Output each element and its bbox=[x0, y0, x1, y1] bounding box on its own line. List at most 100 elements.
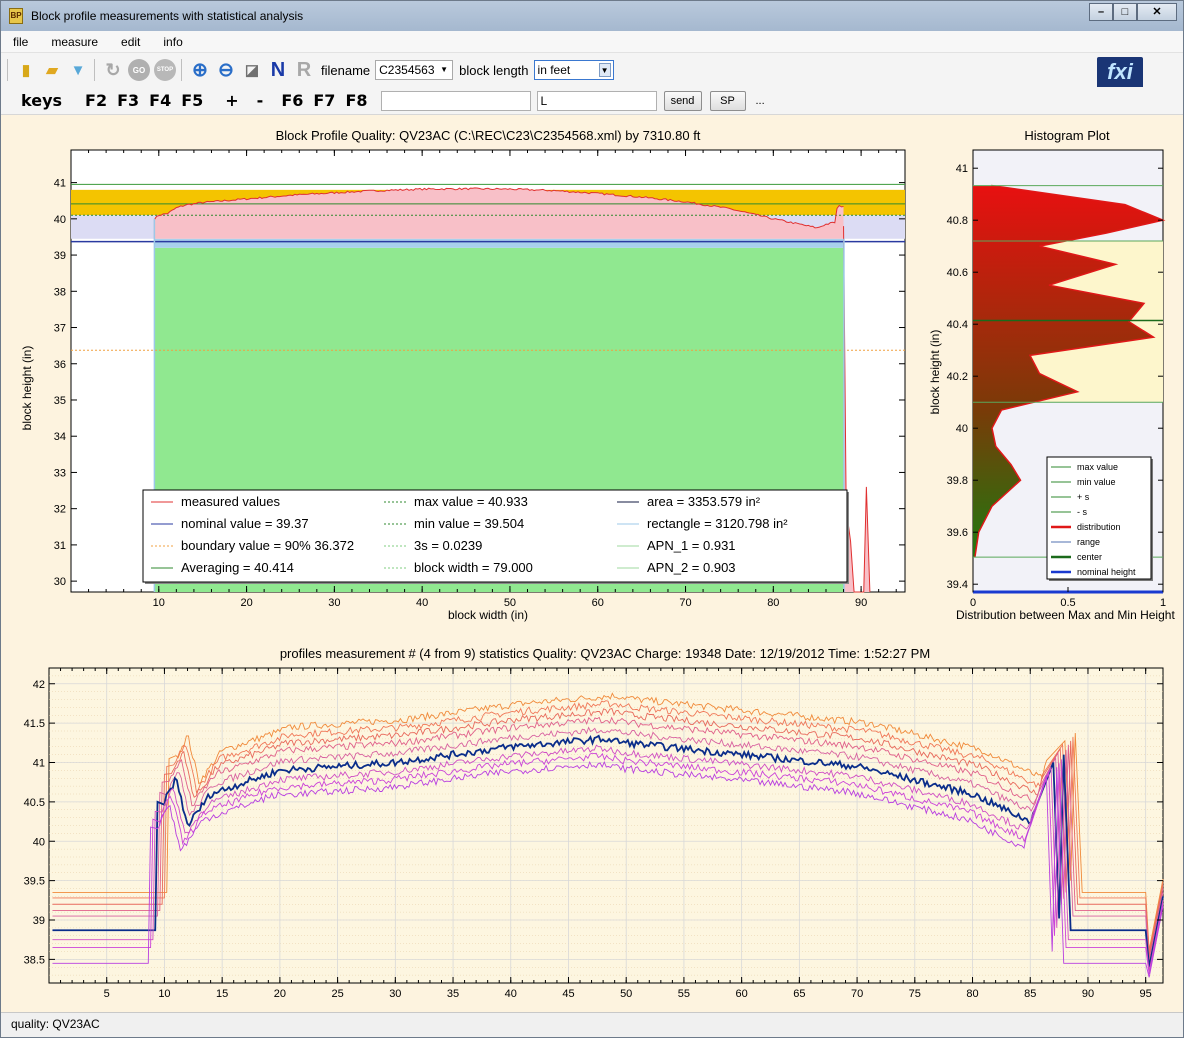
x-tick-label: 50 bbox=[504, 597, 516, 609]
histogram-panel: Histogram Plot block height (in) Distrib… bbox=[919, 117, 1181, 633]
command-input[interactable] bbox=[380, 90, 531, 111]
menu-edit[interactable]: edit bbox=[121, 34, 141, 49]
y-tick-label: 40 bbox=[54, 214, 66, 226]
profile-series-line bbox=[52, 734, 1164, 968]
x-tick-label: 80 bbox=[966, 988, 978, 1000]
chevron-down-icon[interactable]: ▼ bbox=[598, 63, 611, 77]
refresh-icon[interactable]: ↻ bbox=[105, 59, 121, 80]
x-tick-label: 40 bbox=[416, 597, 428, 609]
x-tick-label: 0.5 bbox=[1060, 597, 1075, 609]
y-tick-label: 35 bbox=[54, 395, 66, 407]
x-tick-label: 60 bbox=[592, 597, 604, 609]
send-button[interactable]: send bbox=[663, 90, 702, 111]
y-tick-label: 40 bbox=[956, 423, 968, 435]
legend-entry: rectangle = 3120.798 in² bbox=[647, 516, 788, 531]
key-f6-button[interactable]: F6 bbox=[281, 91, 304, 110]
menu-info[interactable]: info bbox=[163, 34, 183, 49]
key-input[interactable]: L bbox=[536, 90, 657, 111]
y-tick-label: 41 bbox=[33, 758, 45, 770]
close-button[interactable]: ✕ bbox=[1137, 3, 1177, 21]
nominal-strip bbox=[154, 238, 844, 248]
key-f5-button[interactable]: F5 bbox=[181, 91, 204, 110]
title-bar: BP Block profile measurements with stati… bbox=[1, 1, 1183, 31]
x-tick-label: 10 bbox=[153, 597, 165, 609]
key-f8-button[interactable]: F8 bbox=[345, 91, 368, 110]
y-tick-label: 31 bbox=[54, 540, 66, 552]
x-tick-label: 0 bbox=[970, 597, 976, 609]
y-tick-label: 34 bbox=[54, 431, 66, 443]
y-tick-label: 36 bbox=[54, 359, 66, 371]
x-tick-label: 50 bbox=[620, 988, 632, 1000]
x-tick-label: 45 bbox=[562, 988, 574, 1000]
legend-entry: 3s = 0.0239 bbox=[414, 538, 482, 553]
profile-series-line bbox=[52, 716, 1164, 960]
filter-icon[interactable]: ▼ bbox=[70, 61, 86, 79]
profile-series-line bbox=[52, 760, 1164, 978]
legend-entry: range bbox=[1077, 537, 1100, 547]
profile-y-axis-label: block height (in) bbox=[20, 346, 34, 431]
x-tick-label: 55 bbox=[678, 988, 690, 1000]
y-tick-label: 39.6 bbox=[947, 527, 968, 539]
x-tick-label: 70 bbox=[679, 597, 691, 609]
x-tick-label: 95 bbox=[1140, 988, 1152, 1000]
filename-select[interactable]: C2354563 ▼ bbox=[375, 60, 454, 80]
minimize-button[interactable]: – bbox=[1089, 3, 1113, 21]
legend-entry: Averaging = 40.414 bbox=[181, 560, 294, 575]
legend-entry: APN_2 = 0.903 bbox=[647, 560, 736, 575]
key-minus-button[interactable]: - bbox=[256, 91, 264, 110]
r-icon[interactable]: R bbox=[296, 58, 312, 81]
legend-entry: nominal value = 39.37 bbox=[181, 516, 309, 531]
y-tick-label: 39 bbox=[33, 915, 45, 927]
legend-entry: center bbox=[1077, 552, 1102, 562]
profile-x-axis-label: block width (in) bbox=[448, 608, 528, 622]
block-length-label: block length bbox=[459, 62, 529, 78]
y-tick-label: 39.4 bbox=[947, 579, 968, 591]
legend-entry: + s bbox=[1077, 492, 1090, 502]
statistics-title: profiles measurement # (4 from 9) statis… bbox=[280, 646, 930, 661]
filename-label: filename bbox=[321, 62, 371, 78]
y-tick-label: 33 bbox=[54, 467, 66, 479]
maximize-button[interactable]: □ bbox=[1113, 3, 1137, 21]
stop-icon[interactable]: STOP bbox=[154, 59, 176, 81]
histogram-title: Histogram Plot bbox=[1024, 128, 1110, 143]
y-tick-label: 37 bbox=[54, 323, 66, 335]
status-bar: quality: QV23AC bbox=[1, 1012, 1183, 1037]
profile-chart-title: Block Profile Quality: QV23AC (C:\REC\C2… bbox=[276, 128, 701, 143]
key-f7-button[interactable]: F7 bbox=[313, 91, 336, 110]
legend-entry: block width = 79.000 bbox=[414, 560, 533, 575]
legend-entry: - s bbox=[1077, 507, 1087, 517]
profile-series-line bbox=[52, 700, 1164, 954]
sp-button[interactable]: SP bbox=[709, 90, 746, 111]
key-f3-button[interactable]: F3 bbox=[117, 91, 140, 110]
zoom-in-icon[interactable]: ⊕ bbox=[192, 59, 208, 81]
block-length-select[interactable]: in feet ▼ bbox=[533, 60, 614, 80]
key-f4-button[interactable]: F4 bbox=[149, 91, 172, 110]
keys-bar: keys F2 F3 F4 F5 + - F6 F7 F8 L send SP … bbox=[1, 87, 1183, 115]
profile-series-line bbox=[52, 752, 1164, 975]
n-icon[interactable]: N bbox=[270, 58, 286, 81]
block-length-value: in feet bbox=[537, 63, 571, 77]
eraser-icon[interactable]: ◪ bbox=[244, 62, 260, 79]
x-tick-label: 1 bbox=[1160, 597, 1166, 609]
profile-area bbox=[154, 187, 844, 239]
statistics-chart: profiles measurement # (4 from 9) statis… bbox=[24, 646, 1164, 1000]
x-tick-label: 40 bbox=[505, 988, 517, 1000]
menu-file[interactable]: file bbox=[13, 34, 29, 49]
legend-entry: area = 3353.579 in² bbox=[647, 494, 761, 509]
key-plus-button[interactable]: + bbox=[225, 91, 239, 110]
profile-chart-panel: Block Profile Quality: QV23AC (C:\REC\C2… bbox=[9, 117, 915, 633]
go-icon[interactable]: GO bbox=[128, 59, 150, 81]
y-tick-label: 40.4 bbox=[947, 319, 968, 331]
window-title: Block profile measurements with statisti… bbox=[31, 9, 304, 23]
key-f2-button[interactable]: F2 bbox=[85, 91, 108, 110]
filename-value: C2354563 bbox=[379, 63, 435, 77]
folder-icon[interactable]: ▮ bbox=[21, 62, 31, 79]
x-tick-label: 30 bbox=[389, 988, 401, 1000]
menu-measure[interactable]: measure bbox=[51, 34, 99, 49]
zoom-out-icon[interactable]: ⊖ bbox=[218, 59, 234, 81]
chevron-down-icon[interactable]: ▼ bbox=[440, 65, 449, 74]
open-folder-icon[interactable]: ▰ bbox=[46, 62, 58, 79]
legend-box bbox=[1046, 456, 1152, 580]
x-tick-label: 80 bbox=[767, 597, 779, 609]
